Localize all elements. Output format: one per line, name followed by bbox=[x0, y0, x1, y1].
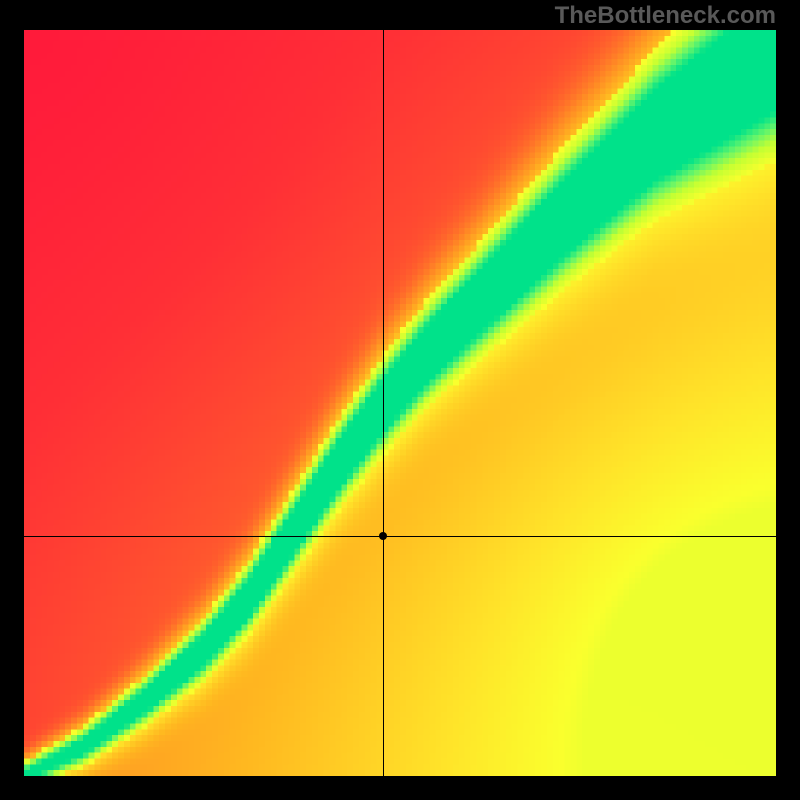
chart-frame: TheBottleneck.com bbox=[0, 0, 800, 800]
crosshair-vertical-line bbox=[383, 30, 384, 776]
bottleneck-heatmap bbox=[24, 30, 776, 776]
crosshair-horizontal-line bbox=[24, 536, 776, 537]
watermark-text: TheBottleneck.com bbox=[555, 2, 776, 30]
plot-area bbox=[24, 30, 776, 776]
